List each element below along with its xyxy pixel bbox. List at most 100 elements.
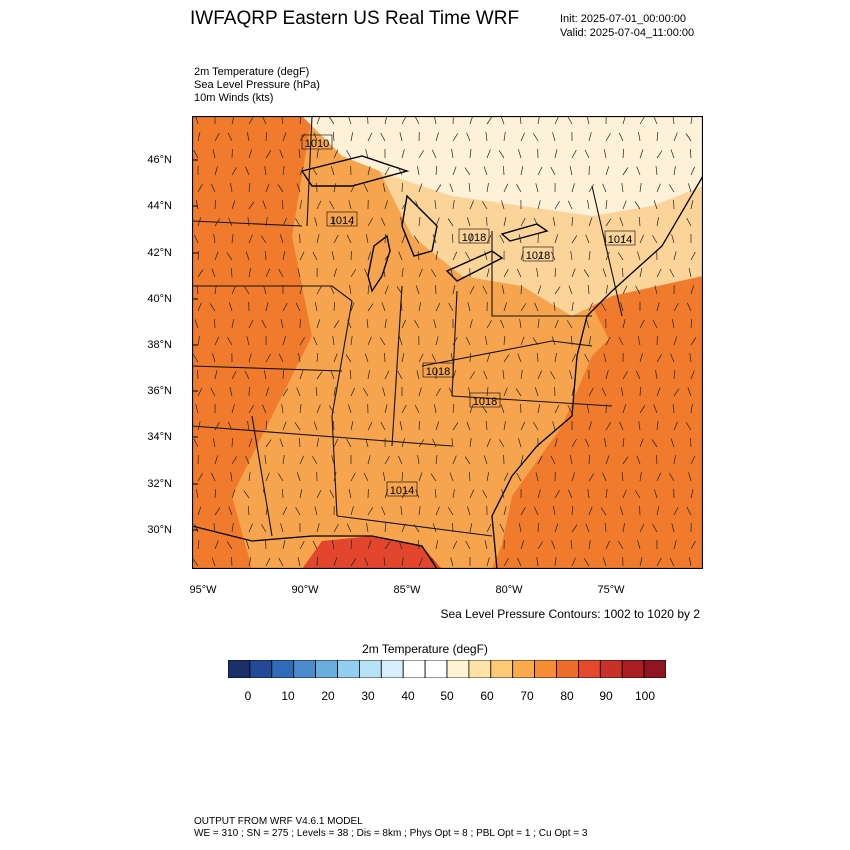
wind-barb [214,455,219,465]
wind-barb [282,217,287,227]
wind-barb [279,149,284,159]
wind-barb [417,539,420,550]
wind-barb [639,116,645,125]
colorbar-swatch [271,660,295,678]
wind-barb [430,473,437,482]
wind-barb [686,506,692,516]
wind-barb [688,472,692,482]
wind-barb [605,133,611,142]
wind-barb [350,472,356,482]
wind-barb [265,150,272,159]
wind-barb [656,217,659,227]
wind-barb [350,132,354,142]
wind-barb [384,352,386,363]
wind-barb [553,506,556,516]
wind-barb [210,183,216,193]
wind-barb [265,217,268,227]
wind-barb [281,404,284,414]
wind-barb [227,132,233,142]
wind-barb [282,166,285,176]
wind-barb [313,336,318,346]
wind-barb [486,472,490,482]
wind-barb [263,285,267,295]
pressure-label-text: 1010 [305,138,329,150]
wind-barb [248,353,252,363]
colorbar-tick: 20 [321,689,335,703]
wind-barb [432,523,437,533]
wind-barb [282,302,288,312]
wind-barb [197,473,203,482]
wind-barb [214,507,221,516]
wind-barb [346,438,352,448]
wind-barb [349,285,352,295]
wind-barb [401,234,406,244]
pressure-label-text: 1018 [462,232,486,244]
wind-barb [299,166,304,176]
wind-barb [214,422,220,431]
colorbar-swatch [599,660,623,678]
wind-barb [503,506,507,516]
wind-barb [413,524,420,533]
wind-barb [418,217,421,227]
wind-barb [551,540,556,550]
wind-barb [449,472,454,482]
wind-barb [569,370,573,380]
wind-barb [197,132,201,142]
wind-barb [295,507,301,516]
wind-barb [499,523,505,533]
wind-barb [431,353,437,363]
wind-barb [248,523,253,533]
wind-barb [350,539,353,550]
wind-barb [265,131,267,142]
wind-barb [212,353,216,363]
wind-barb [418,439,425,448]
wind-barb [452,370,456,380]
wind-barb [587,489,590,499]
wind-barb [571,335,573,346]
wind-barb [469,200,474,210]
wind-barb [554,557,557,567]
wind-barb [568,285,573,295]
wind-barb [348,200,352,210]
wind-barb [384,252,391,261]
wind-barb [350,217,354,227]
pressure-label: 1014 [326,211,358,227]
wind-barb [503,302,508,312]
wind-barb [486,438,491,448]
wind-barb [484,540,488,550]
wind-barb [519,319,522,329]
wind-barb [399,336,403,346]
wind-barb [688,268,692,278]
wind-barb [452,336,458,346]
wind-barb [686,302,692,312]
wind-barb [214,540,219,550]
wind-barb [553,302,556,312]
wind-barb [299,370,304,380]
wind-barb [602,268,607,278]
wind-barb [670,149,675,159]
wind-barb [214,166,218,176]
wind-barb [228,302,233,312]
wind-barb [618,336,624,346]
colorbar-swatch [315,660,338,678]
wind-barb [264,166,267,176]
wind-barb [622,148,625,159]
wind-barb [299,489,303,499]
wind-barb [600,507,607,516]
wind-barb [569,166,573,176]
wind-barb [552,421,556,431]
wind-barb [500,319,505,329]
wind-barb [655,370,658,380]
wind-barb [469,404,474,414]
wind-barb [367,370,370,380]
wind-barb [248,201,255,210]
wind-barb [194,234,199,244]
wind-barb [520,370,523,380]
wind-barb [265,354,271,363]
wind-barb [316,523,320,533]
wind-barb [503,183,509,193]
wind-barb [398,251,403,261]
wind-barb [367,132,373,142]
wind-barb [619,421,624,431]
pressure-label-text: 1018 [473,396,497,408]
